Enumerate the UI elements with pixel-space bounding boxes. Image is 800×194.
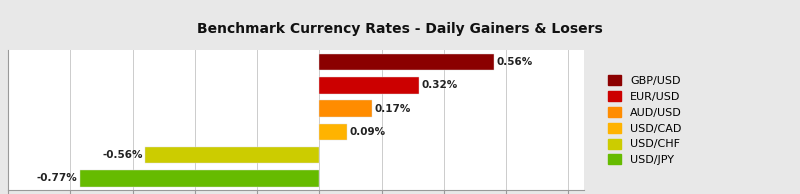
Text: Benchmark Currency Rates - Daily Gainers & Losers: Benchmark Currency Rates - Daily Gainers… [197,22,603,36]
Text: 0.17%: 0.17% [374,104,411,114]
Text: 0.32%: 0.32% [422,80,458,90]
Text: -0.77%: -0.77% [36,173,77,184]
Text: 0.56%: 0.56% [496,57,533,67]
Bar [319,124,347,140]
Bar [80,170,319,187]
Bar [319,77,419,94]
Bar [319,100,372,117]
Bar [145,147,319,163]
Legend: GBP/USD, EUR/USD, AUD/USD, USD/CAD, USD/CHF, USD/JPY: GBP/USD, EUR/USD, AUD/USD, USD/CAD, USD/… [608,75,682,165]
Bar [319,54,494,70]
Text: -0.56%: -0.56% [102,150,142,160]
Text: 0.09%: 0.09% [350,127,386,137]
